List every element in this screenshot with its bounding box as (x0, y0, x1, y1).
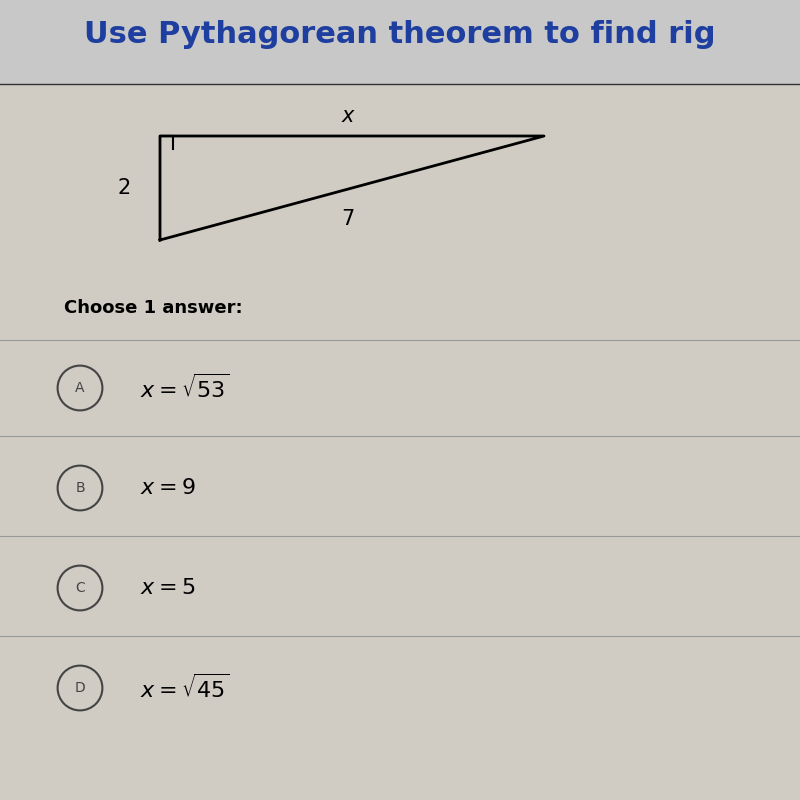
Text: $x = 9$: $x = 9$ (140, 478, 195, 498)
Text: Use Pythagorean theorem to find rig: Use Pythagorean theorem to find rig (84, 20, 716, 49)
Text: $x = \sqrt{45}$: $x = \sqrt{45}$ (140, 674, 230, 702)
Text: x: x (342, 106, 354, 126)
Text: C: C (75, 581, 85, 595)
Text: 2: 2 (118, 178, 130, 198)
Text: 7: 7 (342, 210, 354, 230)
Bar (0, 0, 800, 84)
Text: A: A (75, 381, 85, 395)
Text: $x = \sqrt{53}$: $x = \sqrt{53}$ (140, 374, 230, 402)
Text: B: B (75, 481, 85, 495)
Text: Choose 1 answer:: Choose 1 answer: (64, 299, 242, 317)
Text: $x = 5$: $x = 5$ (140, 578, 195, 598)
Text: D: D (74, 681, 86, 695)
